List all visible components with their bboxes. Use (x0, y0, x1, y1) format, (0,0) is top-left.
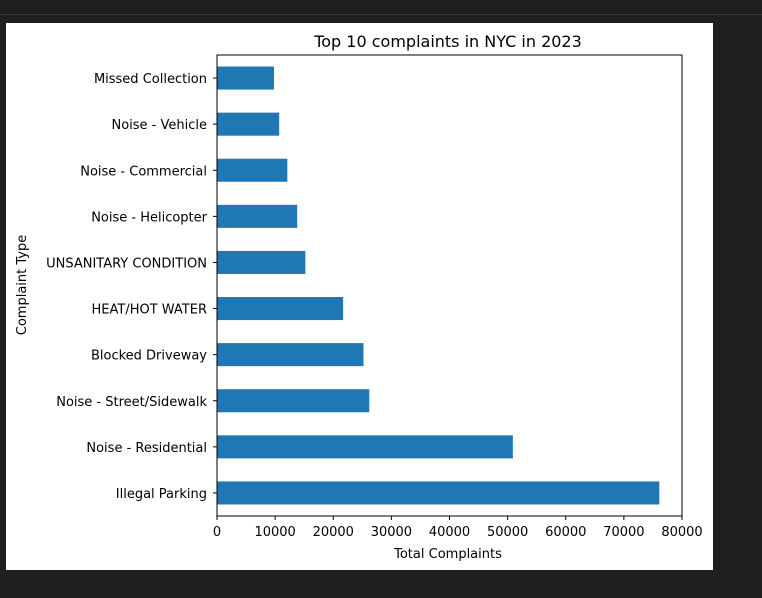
bar (217, 435, 513, 459)
bar (217, 343, 364, 367)
x-axis: 0 10000 20000 30000 40000 50000 60000 70000 8000… (213, 516, 703, 540)
bars-group (217, 66, 660, 505)
y-tick-label: Noise - Commercial (80, 164, 207, 179)
x-tick-label: 50000 (487, 525, 528, 540)
bar (217, 66, 274, 90)
y-tick-label: Noise - Street/Sidewalk (56, 395, 207, 410)
x-tick-label: 40000 (429, 525, 470, 540)
figure-panel: Top 10 complaints in NYC in 2023 0 10000 2… (6, 23, 713, 570)
y-tick-label: Missed Collection (94, 72, 207, 87)
y-tick-label: HEAT/HOT WATER (92, 303, 208, 318)
bar (217, 481, 660, 505)
x-tick-label: 60000 (545, 525, 586, 540)
y-tick-label: Blocked Driveway (91, 349, 207, 364)
bar (217, 112, 280, 136)
y-axis: Illegal Parking Noise - Residential Noise … (46, 72, 217, 502)
x-tick-label: 10000 (254, 525, 295, 540)
bar (217, 250, 306, 274)
y-tick-label: Noise - Residential (86, 441, 207, 456)
window-divider (0, 14, 762, 15)
y-tick-label: Noise - Helicopter (91, 210, 207, 225)
x-tick-label: 80000 (661, 525, 702, 540)
x-tick-label: 0 (213, 525, 221, 540)
y-tick-label: Illegal Parking (116, 487, 207, 502)
bar (217, 204, 298, 228)
x-tick-label: 20000 (313, 525, 354, 540)
bar-chart: Top 10 complaints in NYC in 2023 0 10000 2… (15, 32, 703, 562)
x-axis-label: Total Complaints (393, 547, 502, 562)
bar (217, 158, 288, 182)
y-axis-label: Complaint Type (15, 235, 30, 335)
y-tick-label: UNSANITARY CONDITION (46, 256, 207, 271)
x-tick-label: 70000 (603, 525, 644, 540)
chart-title: Top 10 complaints in NYC in 2023 (313, 32, 582, 51)
x-tick-label: 30000 (371, 525, 412, 540)
bar (217, 389, 370, 413)
y-tick-label: Noise - Vehicle (111, 118, 207, 133)
bar (217, 297, 344, 321)
